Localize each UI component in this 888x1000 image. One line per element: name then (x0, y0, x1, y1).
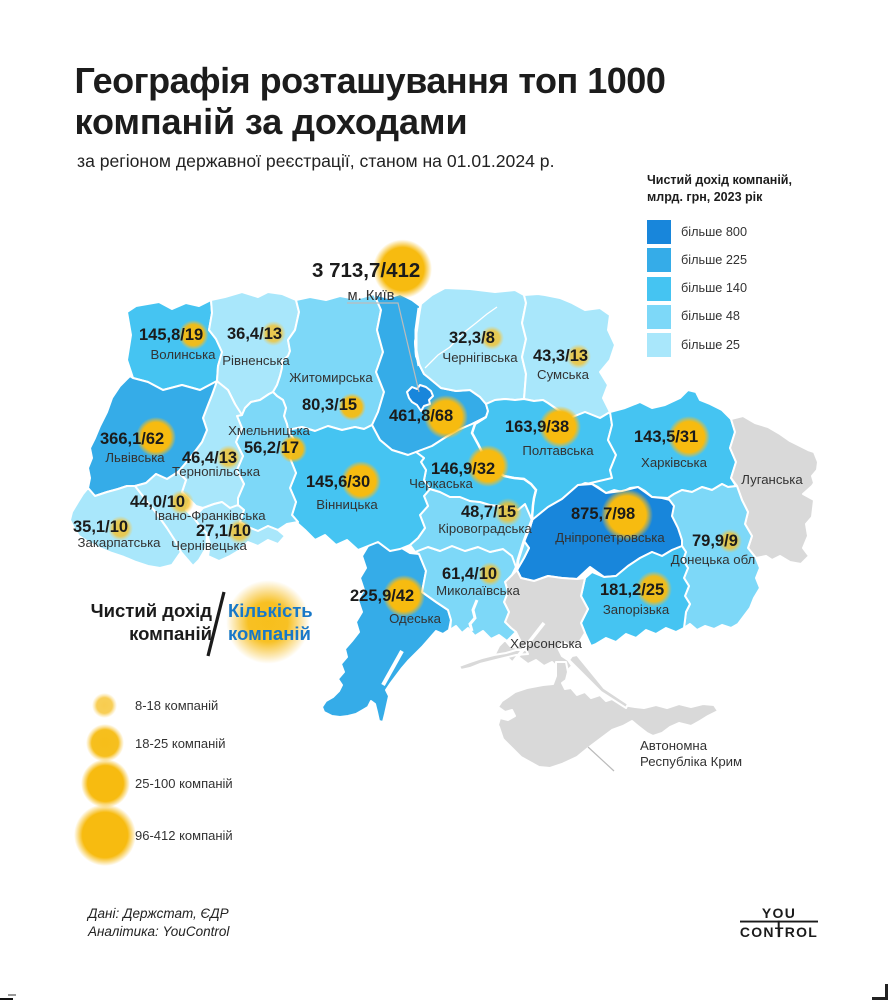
svg-text:YOU: YOU (762, 905, 796, 921)
